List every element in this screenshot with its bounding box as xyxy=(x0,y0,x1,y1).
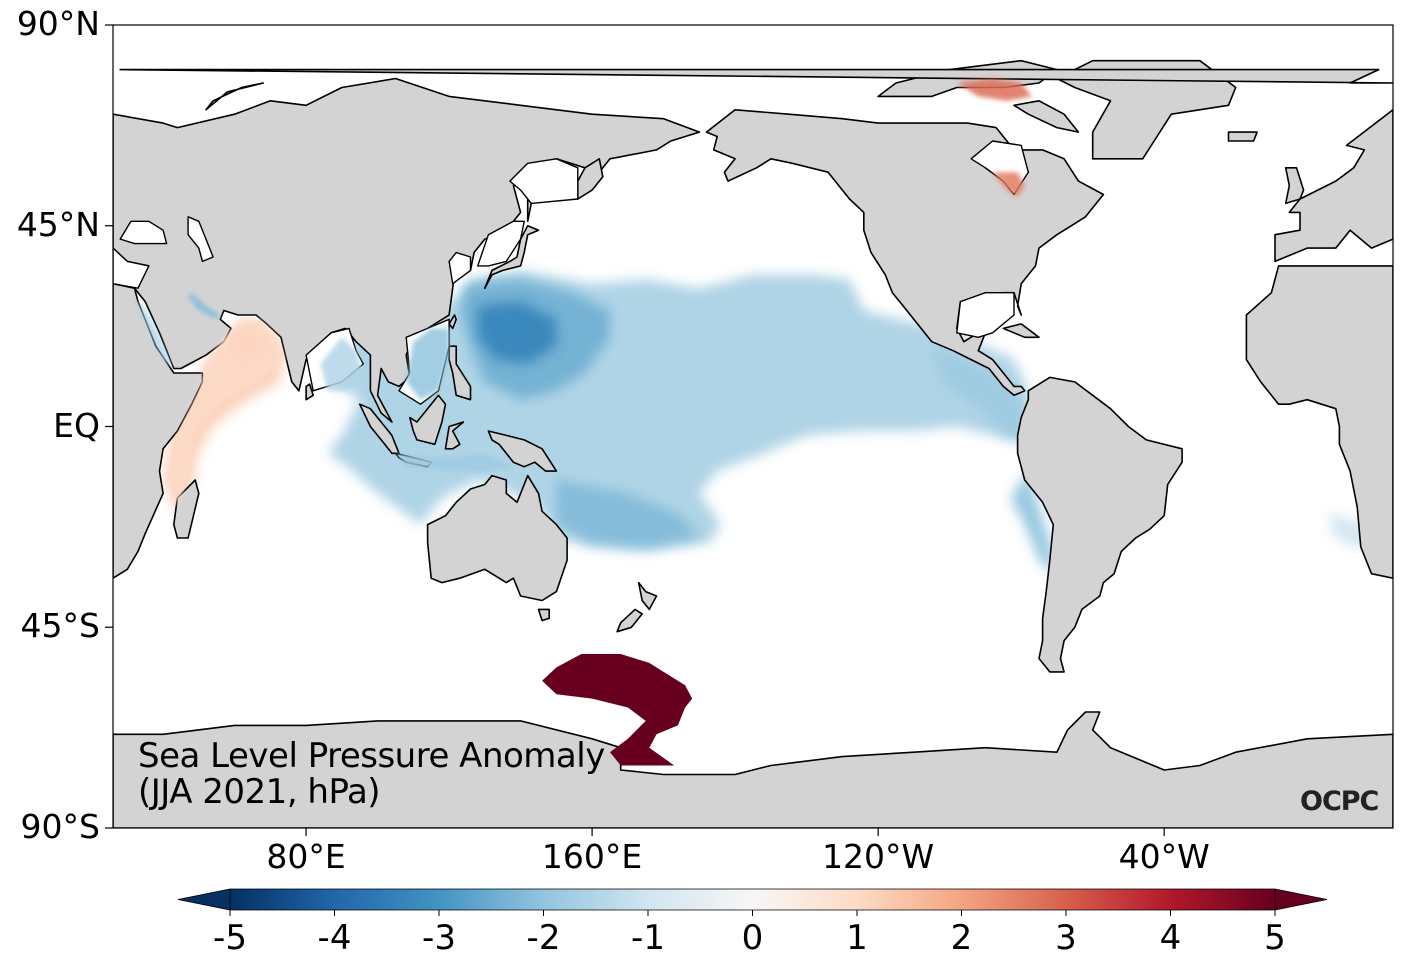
lon-tick-label: 40°W xyxy=(1118,837,1210,876)
land-sulawesi xyxy=(444,421,465,450)
land-antarctica xyxy=(113,711,1393,828)
land-europe-west xyxy=(1274,109,1393,263)
colorbar-tick-label: 5 xyxy=(1264,918,1286,958)
anomaly-southern-ocean-strong xyxy=(542,654,693,766)
land-uk xyxy=(1284,167,1305,205)
land-south-america xyxy=(1016,376,1183,673)
anomaly-red-sea-overlay xyxy=(134,301,174,369)
land-iceland xyxy=(1227,131,1258,142)
water-caspian-sea xyxy=(187,216,214,263)
lon-tick-label: 160°E xyxy=(541,837,643,876)
land-svalbard xyxy=(119,68,1393,84)
title-line-2: (JJA 2021, hPa) xyxy=(138,772,381,812)
land-taiwan xyxy=(448,314,458,330)
land-baffin-island xyxy=(1013,100,1080,133)
lat-tick-label: 90°S xyxy=(20,807,100,846)
anomaly-bay-of-bengal xyxy=(320,337,364,391)
colorbar-body xyxy=(230,889,1275,910)
land-sri-lanka xyxy=(305,383,315,401)
land-tasmania xyxy=(537,608,551,622)
land-japan xyxy=(483,225,540,290)
land-cuba xyxy=(1002,323,1040,339)
land-novaya-zemlya xyxy=(205,82,265,111)
colorbar-tick-label: 1 xyxy=(846,918,868,958)
water-sea-of-okhotsk xyxy=(509,158,579,205)
anomaly-philippine-sea-core xyxy=(477,301,557,364)
colorbar-tick-label: 4 xyxy=(1159,918,1182,958)
colorbar-tick-label: 0 xyxy=(741,918,764,958)
lat-tick-label: 90°N xyxy=(16,4,100,43)
colorbar-tick-label: 3 xyxy=(1055,918,1077,958)
lat-tick-label: 45°N xyxy=(16,204,100,244)
land-australia xyxy=(426,474,568,602)
colorbar-tick-label: -4 xyxy=(317,918,352,958)
colorbar-tick-label: 2 xyxy=(950,918,973,958)
water-mediterranean xyxy=(113,247,150,289)
land-new-zealand-south xyxy=(616,608,644,633)
lon-tick-label: 120°W xyxy=(822,837,935,876)
colorbar-tick-label: -1 xyxy=(631,918,665,958)
anomaly-arabian-sea-overlay xyxy=(170,319,285,507)
colorbar-tick-label: -3 xyxy=(422,918,456,958)
anomaly-chile-coast xyxy=(1010,471,1054,574)
water-gulf-of-mexico xyxy=(956,292,1015,338)
anomaly-east-pacific-coast xyxy=(931,346,1029,445)
ocpc-logo: OCPC xyxy=(1300,786,1379,817)
anomaly-hudson-bay-south xyxy=(992,172,1025,197)
anomaly-indonesian-seas xyxy=(395,453,514,472)
water-sea-of-japan xyxy=(477,220,525,267)
land-borneo xyxy=(408,394,447,446)
water-black-sea xyxy=(119,220,168,245)
land-greenland xyxy=(1056,59,1237,160)
anomaly-canadian-arctic xyxy=(956,78,1032,101)
lon-tick-label: 80°E xyxy=(266,837,346,876)
lat-tick-label: 45°S xyxy=(20,606,100,646)
colorbar-extend-high xyxy=(1274,888,1328,911)
land-new-guinea xyxy=(487,430,558,472)
colorbar-extend-low xyxy=(177,888,231,911)
map-title: Sea Level Pressure Anomaly (JJA 2021, hP… xyxy=(138,738,605,810)
water-yellow-sea xyxy=(448,251,472,285)
land-new-zealand-north xyxy=(637,581,658,611)
colorbar-tick-label: -2 xyxy=(526,918,561,958)
land-madagascar xyxy=(173,479,200,539)
anomaly-south-china-sea xyxy=(406,328,450,400)
lat-tick-label: EQ xyxy=(53,405,100,445)
colorbar xyxy=(177,888,1328,916)
tick-marks xyxy=(105,24,1165,836)
colorbar-tick-label: -5 xyxy=(213,918,247,958)
anomaly-overlay xyxy=(134,78,1032,766)
land-africa-west xyxy=(1245,265,1393,580)
land-philippines xyxy=(448,345,472,401)
anomaly-persian-gulf-overlay xyxy=(188,292,221,320)
title-line-1: Sea Level Pressure Anomaly xyxy=(138,736,605,776)
anomaly-sw-pacific xyxy=(556,480,700,547)
